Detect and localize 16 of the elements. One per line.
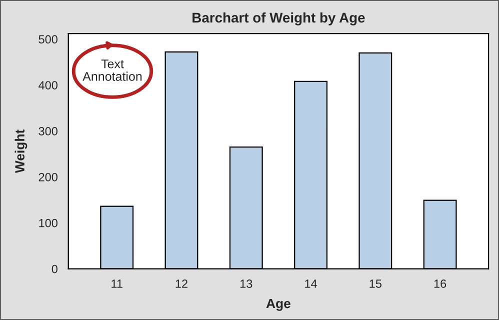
x-tick-label: 14 <box>305 280 317 288</box>
y-tick-label: 500 <box>38 35 58 44</box>
y-tick-label: 100 <box>39 218 58 228</box>
y-tick-label: 0 <box>52 264 58 274</box>
y-tick-label: 200 <box>38 172 58 182</box>
x-tick-label: 11 <box>112 280 122 288</box>
x-tick-label: 13 <box>240 280 252 288</box>
chart-title: Barchart of Weight by Age <box>192 12 365 26</box>
y-axis-title: Weight <box>14 129 28 174</box>
x-axis-title: Age <box>266 298 290 311</box>
x-tick-label: 12 <box>176 280 188 288</box>
x-tick-label: 15 <box>370 280 382 288</box>
annotation: Text Annotation <box>82 60 142 81</box>
x-tick-label: 16 <box>434 280 446 288</box>
y-tick-label: 400 <box>38 81 58 90</box>
y-tick-label: 300 <box>38 127 58 136</box>
